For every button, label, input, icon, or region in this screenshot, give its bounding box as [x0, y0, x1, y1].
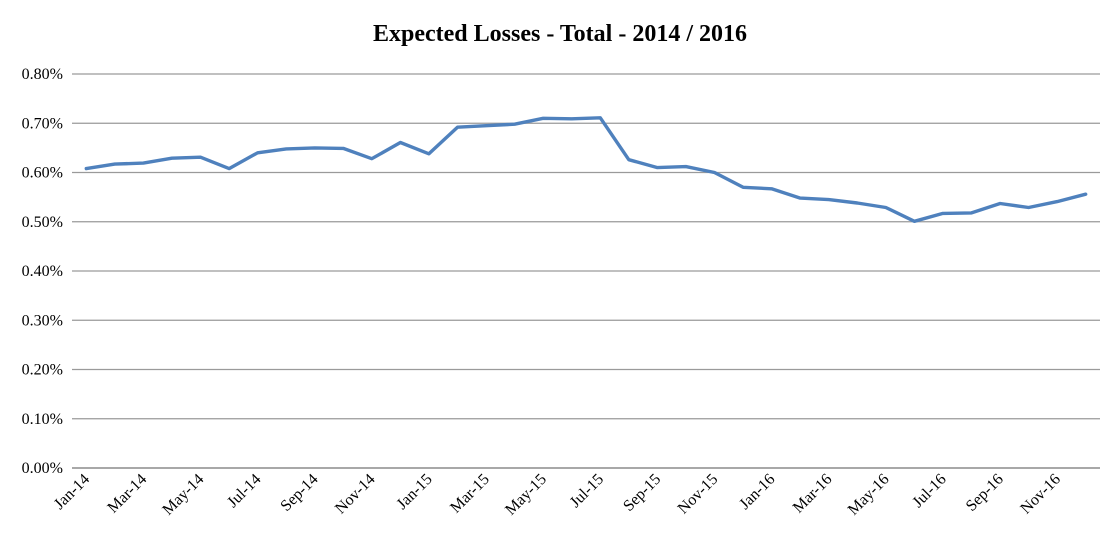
x-tick-label: Jul-14 [224, 471, 264, 511]
x-tick-label: Jan-14 [51, 471, 93, 513]
chart-title: Expected Losses - Total - 2014 / 2016 [373, 21, 747, 47]
y-tick-label: 0.80% [22, 66, 63, 83]
x-tick-label: Mar-16 [790, 471, 836, 517]
y-tick-label: 0.10% [22, 411, 63, 428]
x-tick-label: Sep-15 [620, 471, 664, 515]
x-tick-label: Jul-15 [567, 471, 607, 511]
x-tick-label: Jul-16 [909, 471, 949, 511]
x-tick-label: Sep-14 [277, 471, 321, 515]
x-tick-label: Jan-15 [394, 471, 436, 513]
x-tick-label: Nov-15 [675, 471, 722, 518]
y-tick-label: 0.70% [22, 115, 63, 132]
x-tick-label: Jan-16 [736, 471, 778, 513]
x-tick-label: Nov-14 [332, 471, 379, 518]
x-tick-label: May-16 [845, 471, 893, 519]
x-tick-label: Nov-16 [1017, 471, 1064, 518]
y-axis-labels: 0.00% 0.10% 0.20% 0.30% 0.40% 0.50% 0.60% 0.70%… [22, 66, 63, 477]
y-tick-label: 0.60% [22, 165, 63, 182]
x-tick-label: Sep-16 [963, 471, 1007, 515]
x-tick-label: May-14 [159, 471, 207, 519]
y-tick-label: 0.30% [22, 312, 63, 329]
x-tick-label: May-15 [502, 471, 550, 519]
x-axis-labels: Jan-14 Mar-14 May-14 Jul-14 Sep-14 Nov-14 Jan-… [51, 471, 1064, 519]
x-tick-label: Mar-15 [447, 471, 493, 517]
gridlines [72, 73, 1100, 469]
series-line [84, 116, 1088, 224]
y-tick-label: 0.20% [22, 362, 63, 379]
y-tick-label: 0.50% [22, 214, 63, 231]
x-tick-label: Mar-14 [104, 471, 150, 517]
y-tick-label: 0.00% [22, 460, 63, 477]
y-tick-label: 0.40% [22, 263, 63, 280]
